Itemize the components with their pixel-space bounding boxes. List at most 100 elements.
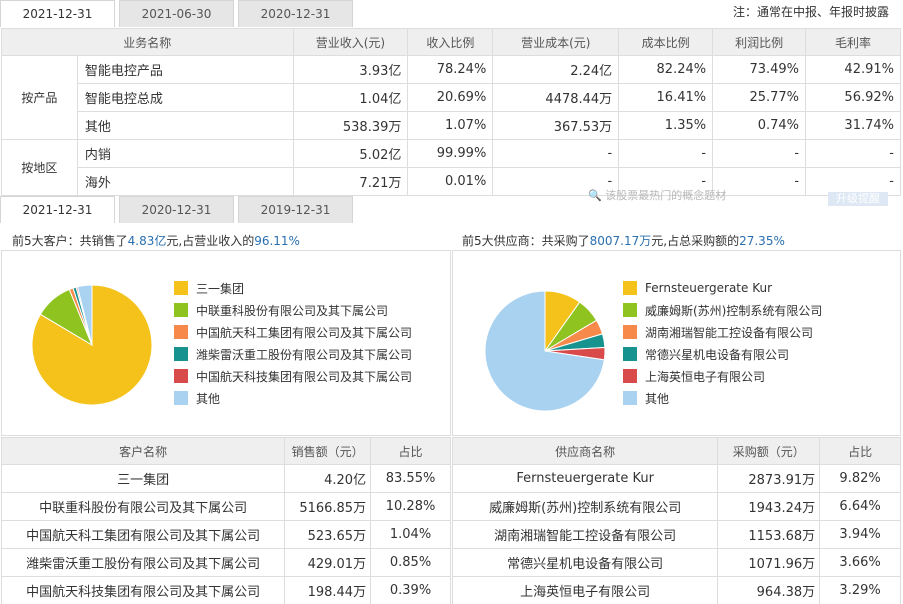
upgrade-reminder-button[interactable]: 升级提醒 (828, 192, 888, 206)
legend-swatch (623, 325, 637, 339)
legend-item[interactable]: 中国航天科工集团有限公司及其下属公司 (174, 321, 412, 343)
tab-period-3[interactable]: 2020-12-31 (238, 0, 353, 27)
customers-summary: 前5大客户：共销售了4.83亿元,占营业收入的96.11% (12, 234, 300, 248)
legend-item[interactable]: 常德兴星机电设备有限公司 (623, 343, 822, 365)
table-row: 中联重科股份有限公司及其下属公司 5166.85万 10.28% (0, 492, 451, 521)
share-cell: 83.55% (370, 464, 451, 493)
legend-label: 常德兴星机电设备有限公司 (645, 347, 790, 362)
suppliers-summary: 前5大供应商：共采购了8007.17万元,占总采购额的27.35% (462, 234, 785, 248)
suppliers-table: 供应商名称 采购额（元） 占比 Fernsteuergerate Kur 2873… (451, 437, 901, 604)
share-cell: 1.04% (370, 520, 451, 549)
tab-customer-period-1[interactable]: 2021-12-31 (0, 196, 115, 223)
tab-customer-period-2[interactable]: 2020-12-31 (119, 196, 234, 223)
pie-slice[interactable] (31, 284, 153, 406)
legend-swatch (174, 303, 188, 317)
customer-name-cell: 潍柴雷沃重工股份有限公司及其下属公司 (0, 548, 286, 577)
value-cell: 0.01% (407, 167, 494, 196)
value-cell: - (618, 167, 714, 196)
col-header-revenue-ratio: 收入比例 (407, 28, 494, 56)
legend-swatch (174, 369, 188, 383)
value-cell: - (712, 139, 807, 168)
share-cell: 10.28% (370, 492, 451, 521)
value-cell: 3.93亿 (292, 55, 409, 84)
value-cell: 56.92% (805, 83, 901, 112)
tab-customer-period-3[interactable]: 2019-12-31 (238, 196, 353, 223)
group-label: 按产品 (1, 55, 78, 140)
col-header-share: 占比 (819, 437, 901, 465)
suppliers-pie-chart (484, 290, 606, 412)
table-row: 海外 7.21万 0.01% - - - - (2, 167, 901, 196)
concept-search-hint: 🔍 该股票最热门的概念题材 (588, 189, 727, 202)
table-row: 中国航天科技集团有限公司及其下属公司 198.44万 0.39% (0, 576, 451, 604)
tab-period-2[interactable]: 2021-06-30 (119, 0, 234, 27)
customers-table: 客户名称 销售额（元） 占比 三一集团 4.20亿 83.55% 中联重科股份有限公司… (0, 437, 451, 604)
customer-name-cell: 中国航天科工集团有限公司及其下属公司 (0, 520, 286, 549)
customers-chart-box: 三一集团中联重科股份有限公司及其下属公司 中国航天科工集团有限公司及其下属公司潍柴… (1, 250, 451, 436)
legend-swatch (623, 369, 637, 383)
legend-item[interactable]: 潍柴雷沃重工股份有限公司及其下属公司 (174, 343, 412, 365)
value-cell: 1.35% (618, 111, 714, 140)
legend-item[interactable]: Fernsteuergerate Kur (623, 277, 822, 299)
customers-legend: 三一集团中联重科股份有限公司及其下属公司 中国航天科工集团有限公司及其下属公司潍柴… (174, 277, 412, 409)
table-row: 中国航天科工集团有限公司及其下属公司 523.65万 1.04% (0, 520, 451, 549)
value-cell: 1.04亿 (292, 83, 409, 112)
legend-label: 三一集团 (196, 281, 245, 296)
tab-period-1[interactable]: 2021-12-31 (0, 0, 115, 27)
suppliers-legend: Fernsteuergerate Kur 威廉姆斯(苏州)控制系统有限公司 湖南湘瑞… (623, 277, 822, 409)
legend-label: Fernsteuergerate Kur (645, 281, 773, 295)
col-header-revenue: 营业收入(元) (292, 28, 409, 56)
report-period-tabs: 2021-12-31 2021-06-30 2020-12-31 (0, 0, 357, 27)
legend-item[interactable]: 中联重科股份有限公司及其下属公司 (174, 299, 412, 321)
col-header-business: 业务名称 (1, 28, 294, 56)
value-cell: 20.69% (407, 83, 494, 112)
legend-swatch (174, 281, 188, 295)
legend-item[interactable]: 威廉姆斯(苏州)控制系统有限公司 (623, 299, 822, 321)
value-cell: - (618, 139, 714, 168)
col-header-customer: 客户名称 (0, 437, 286, 465)
value-cell: 1.07% (407, 111, 494, 140)
supplier-name-cell: 常德兴星机电设备有限公司 (451, 548, 719, 577)
legend-item[interactable]: 湖南湘瑞智能工控设备有限公司 (623, 321, 822, 343)
table-row: 常德兴星机电设备有限公司 1071.96万 3.66% (451, 548, 901, 577)
pie-slice[interactable] (76, 284, 93, 346)
legend-item[interactable]: 上海英恒电子有限公司 (623, 365, 822, 387)
share-cell: 9.82% (819, 464, 901, 493)
legend-item[interactable]: 其他 (174, 387, 412, 409)
legend-label: 上海英恒电子有限公司 (645, 369, 766, 384)
col-header-gross-margin: 毛利率 (805, 28, 901, 56)
value-cell: 73.49% (712, 55, 807, 84)
share-cell: 0.39% (370, 576, 451, 604)
share-cell: 3.94% (819, 520, 901, 549)
value-cell: - (492, 139, 620, 168)
pie-slice[interactable] (484, 290, 605, 412)
business-name-cell: 其他 (76, 111, 294, 140)
share-cell: 3.66% (819, 548, 901, 577)
amount-cell: 1943.24万 (717, 492, 821, 521)
legend-swatch (623, 347, 637, 361)
share-cell: 0.85% (370, 548, 451, 577)
legend-label: 中国航天科技集团有限公司及其下属公司 (196, 369, 413, 384)
legend-label: 潍柴雷沃重工股份有限公司及其下属公司 (196, 347, 413, 362)
legend-label: 湖南湘瑞智能工控设备有限公司 (645, 325, 814, 340)
business-name-cell: 内销 (76, 139, 294, 168)
business-composition-table: 业务名称 营业收入(元) 收入比例 营业成本(元) 成本比例 利润比例 毛利率 … (1, 28, 901, 196)
table-row: 湖南湘瑞智能工控设备有限公司 1153.68万 3.94% (451, 520, 901, 549)
amount-cell: 523.65万 (284, 520, 372, 549)
table-header-row: 业务名称 营业收入(元) 收入比例 营业成本(元) 成本比例 利润比例 毛利率 (1, 28, 901, 56)
legend-item[interactable]: 其他 (623, 387, 822, 409)
business-name-cell: 智能电控总成 (76, 83, 294, 112)
value-cell: 5.02亿 (292, 139, 409, 168)
legend-swatch (623, 281, 637, 295)
amount-cell: 429.01万 (284, 548, 372, 577)
legend-swatch (174, 391, 188, 405)
value-cell: 78.24% (407, 55, 494, 84)
amount-cell: 1071.96万 (717, 548, 821, 577)
amount-cell: 2873.91万 (717, 464, 821, 493)
legend-swatch (623, 303, 637, 317)
value-cell: 25.77% (712, 83, 807, 112)
col-header-sales: 销售额（元） (284, 437, 372, 465)
group-label: 按地区 (1, 139, 78, 196)
legend-item[interactable]: 中国航天科技集团有限公司及其下属公司 (174, 365, 412, 387)
legend-item[interactable]: 三一集团 (174, 277, 412, 299)
legend-label: 威廉姆斯(苏州)控制系统有限公司 (645, 303, 823, 318)
